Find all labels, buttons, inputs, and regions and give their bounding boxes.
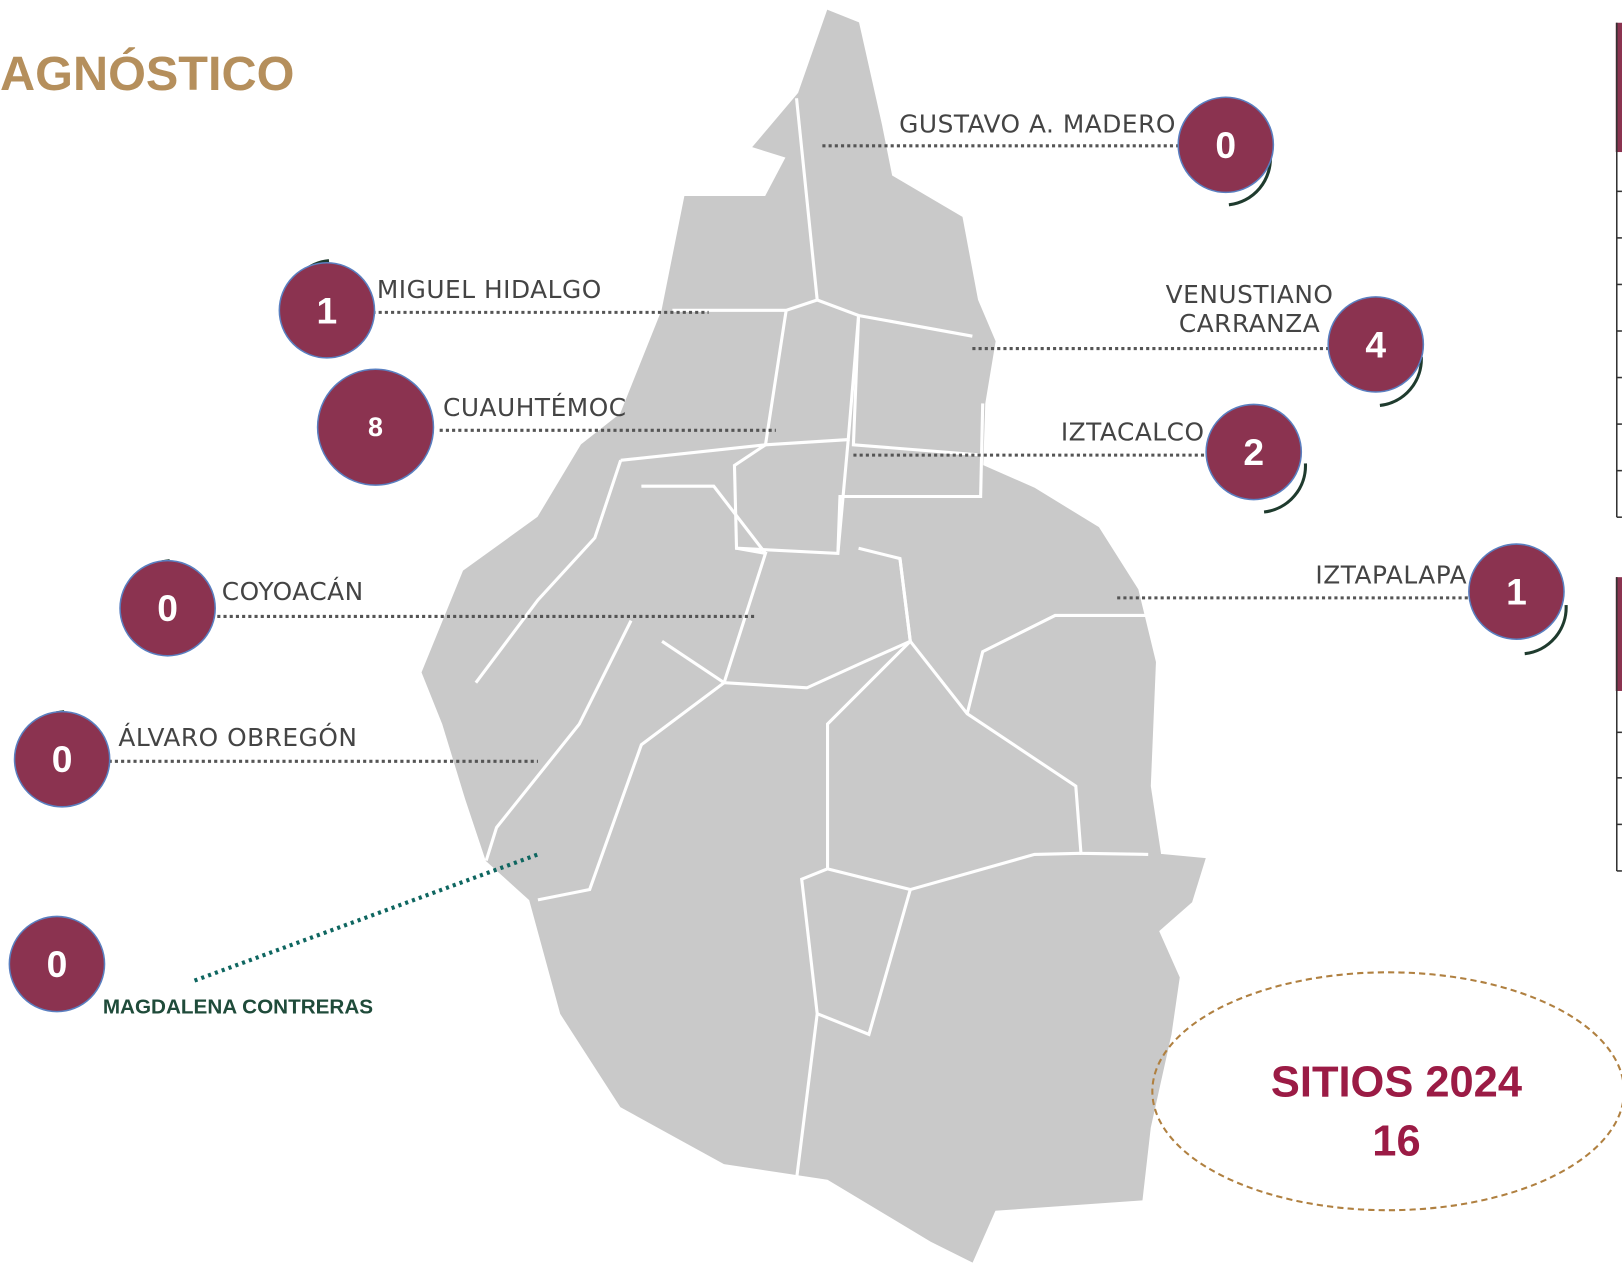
polyline: [641, 484, 767, 555]
total-ellipse: [1151, 971, 1622, 1212]
polyline: [816, 889, 912, 1037]
count: 4: [1365, 323, 1386, 365]
district-name: IZTAPALAPA: [1315, 560, 1467, 589]
count: 0: [1215, 124, 1236, 166]
district-miguel-hidalgo: MIGUEL HIDALGO 1: [278, 259, 709, 359]
count: 0: [52, 738, 73, 780]
table-header: [1615, 22, 1622, 153]
table-fragment: [1615, 22, 1622, 872]
polyline: [851, 315, 983, 457]
count: 8: [368, 412, 383, 442]
count-badge: [119, 559, 216, 657]
district-name: ÁLVARO OBREGÓN: [118, 722, 357, 752]
district-name: VENUSTIANO: [1166, 280, 1334, 309]
count: 0: [47, 943, 68, 985]
polyline: [794, 98, 973, 338]
district-coyoacan: COYOACÁN 0: [119, 559, 756, 657]
title: AGNÓSTICO: [0, 46, 294, 101]
district-name: IZTACALCO: [1061, 418, 1205, 447]
count-badge: [1468, 543, 1565, 641]
polyline: [836, 403, 985, 554]
table-header: [1615, 577, 1622, 691]
count: 2: [1243, 431, 1264, 473]
polyline: [794, 640, 912, 1180]
map-shape: [421, 9, 1206, 1263]
count-badge: [1205, 403, 1303, 501]
district-name: COYOACÁN: [222, 577, 364, 606]
arc: [1379, 356, 1423, 408]
arc: [1263, 463, 1307, 514]
district-name: MAGDALENA CONTRERAS: [103, 996, 373, 1019]
polyline: [898, 558, 1149, 856]
polyline: [537, 640, 727, 902]
count: 0: [157, 587, 178, 629]
district-iztapalapa: IZTAPALAPA 1: [1117, 543, 1568, 656]
map: [421, 9, 1206, 1263]
district-name: MIGUEL HIDALGO: [377, 275, 602, 304]
district-name: CARRANZA: [1179, 309, 1320, 338]
district-name: CUAUHTÉMOC: [443, 393, 627, 422]
district-alvaro-obregon: ÁLVARO OBREGÓN 0: [13, 710, 538, 808]
district-cuauhtemoc: CUAUHTÉMOC 8: [316, 368, 776, 486]
count: 1: [1506, 571, 1527, 613]
polyline: [484, 619, 633, 862]
count-badge: [1177, 96, 1275, 194]
district-magdalena-contreras: MAGDALENA CONTRERAS 0: [8, 852, 539, 1019]
count-badge: [278, 261, 376, 359]
count-badge: [316, 368, 435, 486]
district-gustavo-a-madero: GUSTAVO A. MADERO 0: [822, 96, 1275, 207]
district-iztacalco: IZTACALCO 2: [853, 403, 1307, 514]
total: SITIOS 2024 16: [1151, 971, 1622, 1212]
arc: [1524, 605, 1568, 656]
total-value: 16: [1372, 1117, 1420, 1165]
district-venustiano-carranza: VENUSTIANO CARRANZA 4: [972, 280, 1425, 408]
total-label: SITIOS 2024: [1271, 1058, 1522, 1106]
polyline: [474, 459, 623, 684]
count-badge: [13, 710, 111, 808]
district-name: GUSTAVO A. MADERO: [899, 109, 1176, 138]
count-badge: [1327, 296, 1425, 393]
polyline: [965, 613, 1154, 715]
polyline: [763, 310, 861, 447]
leader-line: [193, 852, 539, 983]
count-badge: [8, 915, 106, 1013]
borders: [474, 98, 1154, 1180]
count: 1: [317, 289, 338, 331]
polyline: [827, 851, 1082, 892]
